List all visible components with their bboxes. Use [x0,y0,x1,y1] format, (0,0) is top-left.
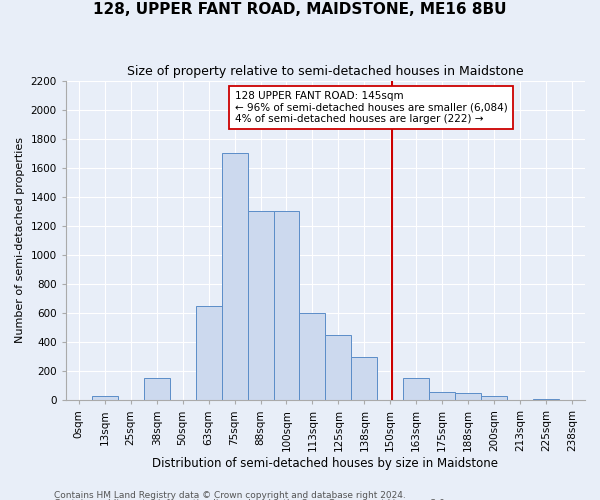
Bar [429,392,455,400]
Text: 128 UPPER FANT ROAD: 145sqm
← 96% of semi-detached houses are smaller (6,084)
4%: 128 UPPER FANT ROAD: 145sqm ← 96% of sem… [235,90,508,124]
Bar [221,153,248,400]
Bar [92,396,118,400]
X-axis label: Distribution of semi-detached houses by size in Maidstone: Distribution of semi-detached houses by … [152,457,499,470]
Bar [403,378,429,400]
Bar [455,393,481,400]
Bar [274,212,299,400]
Title: Size of property relative to semi-detached houses in Maidstone: Size of property relative to semi-detach… [127,65,524,78]
Bar [299,313,325,400]
Text: 128, UPPER FANT ROAD, MAIDSTONE, ME16 8BU: 128, UPPER FANT ROAD, MAIDSTONE, ME16 8B… [93,2,507,18]
Bar [325,335,352,400]
Bar [196,306,221,400]
Bar [352,356,377,401]
Bar [533,399,559,400]
Bar [144,378,170,400]
Bar [248,212,274,400]
Bar [481,396,507,400]
Text: Contains HM Land Registry data © Crown copyright and database right 2024.: Contains HM Land Registry data © Crown c… [54,490,406,500]
Y-axis label: Number of semi-detached properties: Number of semi-detached properties [15,138,25,344]
